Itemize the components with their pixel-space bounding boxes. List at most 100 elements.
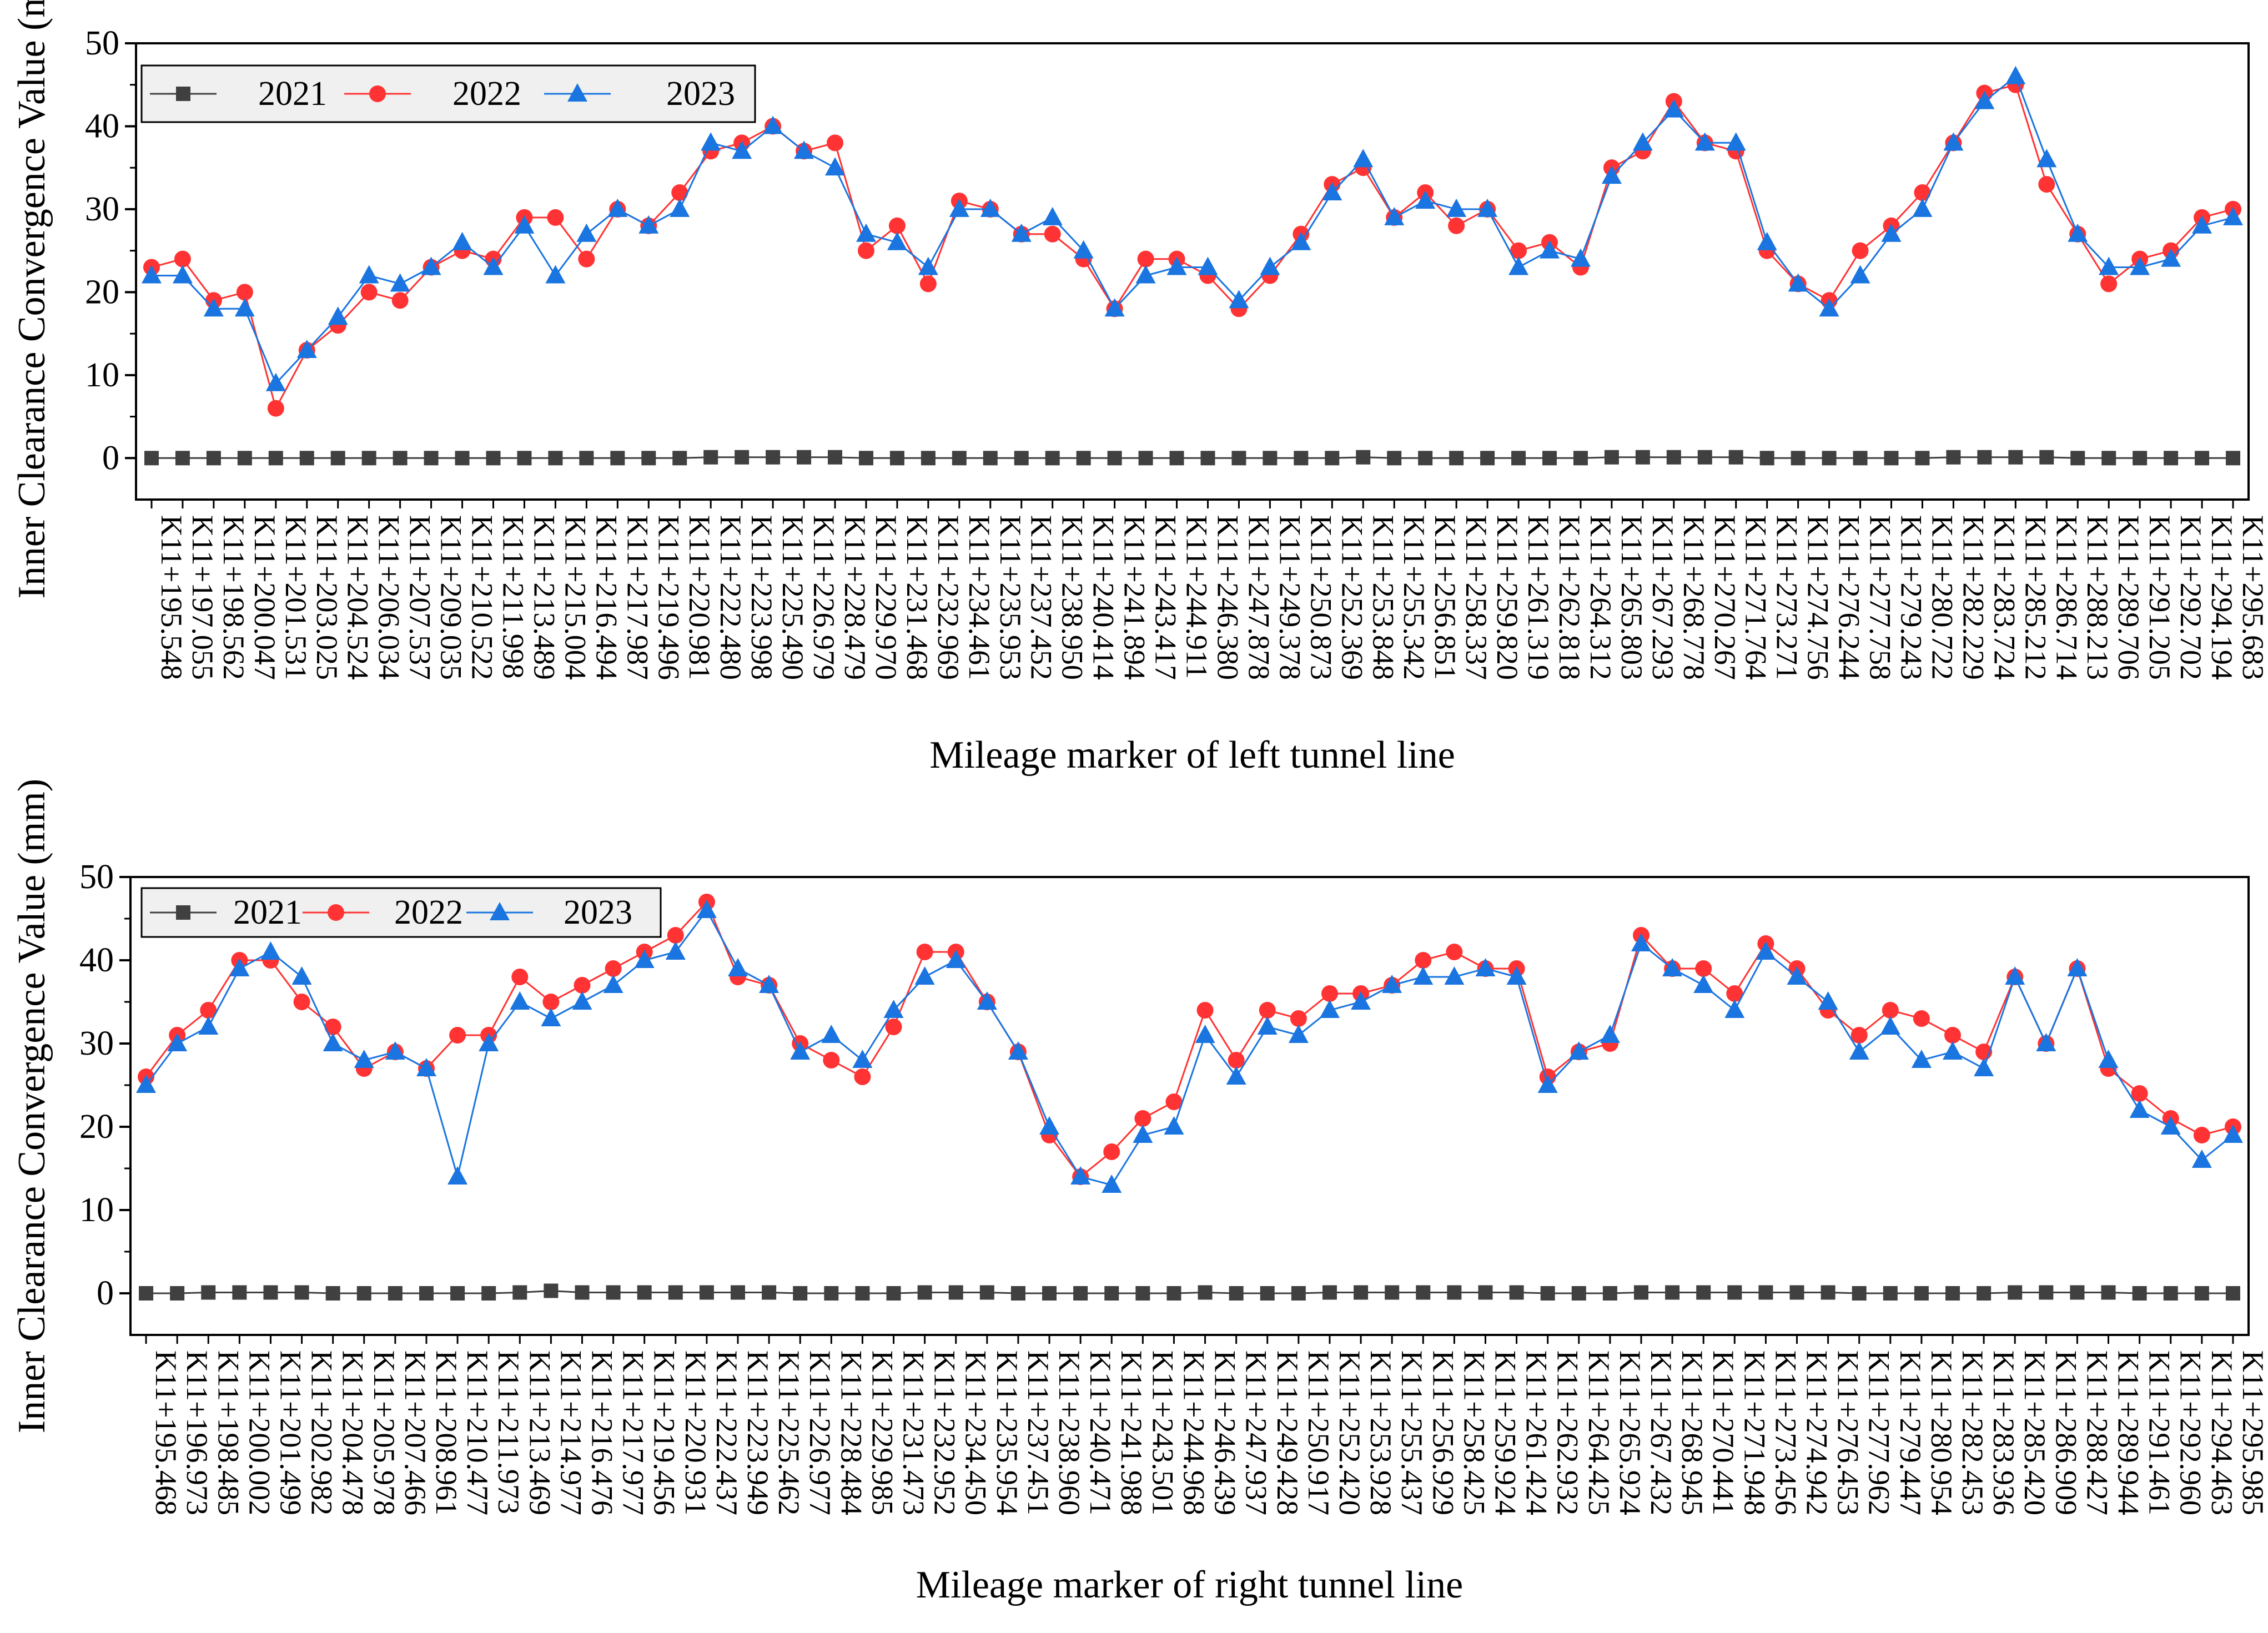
x-tick-label: K11+196.973 — [180, 1350, 214, 1515]
data-point — [1882, 1002, 1899, 1019]
data-point — [2101, 451, 2116, 466]
data-point — [1852, 1286, 1867, 1301]
data-point — [634, 950, 655, 968]
data-point — [1789, 1285, 1804, 1300]
x-tick-label: K11+252.420 — [1333, 1350, 1366, 1515]
data-point — [578, 250, 595, 268]
data-point — [1511, 451, 1526, 466]
data-point — [762, 1285, 777, 1300]
data-point — [541, 1008, 561, 1026]
data-point — [1914, 1286, 1929, 1301]
data-point — [1821, 1285, 1835, 1300]
data-point — [1914, 184, 1931, 201]
legend: 2021 2022 2023 — [140, 64, 756, 123]
data-point — [172, 265, 193, 284]
data-point — [1478, 1285, 1493, 1300]
data-point — [641, 451, 656, 466]
data-point — [421, 256, 441, 275]
data-point — [919, 275, 937, 293]
legend-marker — [369, 85, 386, 102]
data-point — [1415, 190, 1436, 209]
x-tick-label: K11+205.978 — [368, 1350, 401, 1515]
data-point — [854, 1068, 871, 1085]
data-point — [144, 451, 159, 466]
x-tick-label: K11+276.453 — [1832, 1350, 1865, 1515]
data-point — [1198, 1285, 1213, 1300]
series-2021 — [139, 1283, 2240, 1301]
data-point — [1260, 1286, 1275, 1301]
data-point — [393, 451, 408, 466]
x-tick-label: K11+234.450 — [959, 1350, 993, 1515]
data-point — [575, 1285, 590, 1300]
data-point — [1042, 206, 1063, 225]
data-point — [763, 115, 783, 134]
data-point — [1662, 958, 1683, 976]
data-point — [1977, 450, 1992, 465]
data-point — [1008, 1041, 1028, 1060]
data-point — [1850, 1027, 1868, 1044]
data-point — [1290, 1010, 1307, 1027]
x-tick-label: K11+271.948 — [1738, 1350, 1771, 1515]
data-point — [605, 960, 622, 977]
data-point — [857, 242, 874, 259]
data-point — [1480, 451, 1495, 466]
data-point — [2070, 451, 2085, 466]
x-axis-title: Mileage marker of left tunnel line — [929, 734, 1455, 777]
data-point — [1387, 451, 1402, 466]
x-tick-label: K11+237.452 — [1025, 515, 1058, 680]
x-tick-label: K11+280.722 — [1925, 515, 1959, 680]
x-tick-label: K11+262.932 — [1551, 1350, 1585, 1515]
data-point — [1697, 450, 1712, 465]
data-point — [416, 1058, 436, 1076]
data-point — [1665, 1285, 1680, 1300]
data-point — [479, 1033, 499, 1051]
x-tick-label: K11+210.477 — [461, 1350, 494, 1515]
x-tick-label: K11+250.873 — [1304, 515, 1337, 680]
data-point — [201, 1285, 216, 1300]
data-point — [1351, 991, 1371, 1010]
data-point — [1537, 1075, 1558, 1093]
data-point — [1382, 975, 1402, 993]
x-tick-label: K11+294.194 — [2205, 515, 2239, 680]
data-point — [1946, 450, 1961, 465]
data-point — [1319, 1000, 1340, 1018]
legend-label: 2022 — [394, 894, 463, 931]
data-point — [175, 451, 190, 466]
data-point — [603, 975, 623, 993]
data-point — [606, 1285, 621, 1300]
data-point — [2005, 65, 2026, 84]
data-point — [324, 1019, 341, 1035]
data-point — [790, 1041, 811, 1060]
data-point — [1447, 1285, 1462, 1300]
x-tick-label: K11+195.548 — [155, 515, 188, 680]
x-tick-label: K11+253.928 — [1364, 1350, 1397, 1515]
x-tick-label: K11+247.878 — [1242, 515, 1275, 680]
data-point — [2225, 1286, 2240, 1301]
data-point — [1385, 1285, 1400, 1300]
y-tick-label: 40 — [79, 941, 114, 979]
data-point — [1944, 1027, 1962, 1044]
data-point — [296, 339, 317, 358]
data-point — [610, 451, 625, 466]
data-point — [1321, 985, 1338, 1002]
data-point — [825, 157, 846, 176]
data-point — [2195, 451, 2210, 466]
data-point — [1943, 1041, 1963, 1060]
data-point — [1226, 1066, 1246, 1085]
data-point — [542, 994, 560, 1010]
x-tick-label: K11+250.917 — [1302, 1350, 1335, 1515]
data-point — [1915, 451, 1930, 466]
x-tick-label: K11+207.466 — [399, 1350, 432, 1515]
plot-frame — [135, 42, 2250, 501]
data-point — [1137, 250, 1154, 268]
y-tick-label: 30 — [85, 190, 119, 228]
data-point — [1044, 225, 1061, 243]
x-tick-label: K11+234.461 — [963, 515, 996, 680]
data-point — [1103, 1143, 1120, 1160]
data-point — [2068, 223, 2088, 242]
data-point — [1291, 1286, 1306, 1301]
data-point — [1602, 1286, 1617, 1301]
x-tick-label: K11+241.894 — [1118, 515, 1151, 680]
data-point — [1384, 206, 1405, 225]
data-point — [229, 958, 250, 976]
